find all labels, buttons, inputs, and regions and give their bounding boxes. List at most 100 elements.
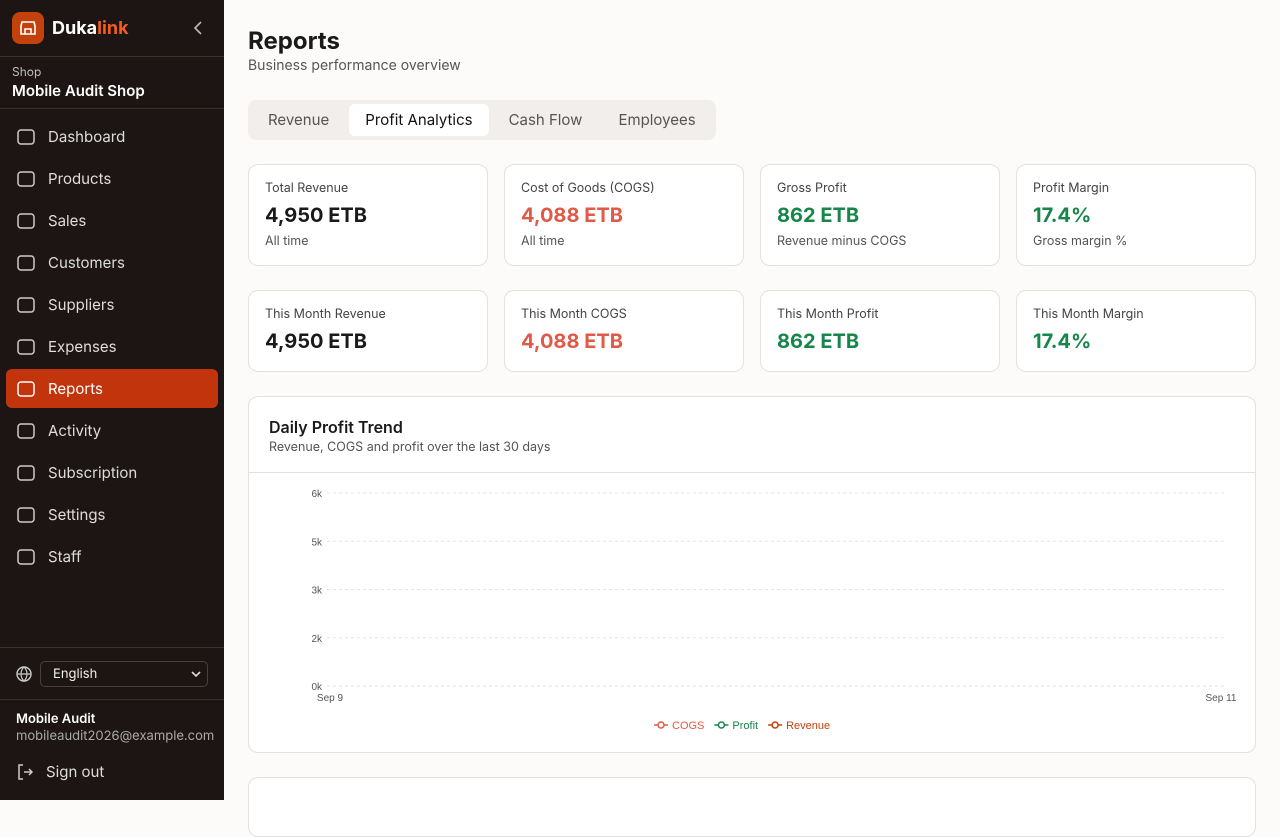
- sidebar: Dukalink Shop Mobile Audit Shop Dashboar…: [0, 0, 224, 800]
- stat-note: All time: [265, 234, 309, 249]
- brand: Dukalink: [12, 12, 129, 44]
- nav-label: Suppliers: [48, 295, 115, 314]
- legend-label: Revenue: [786, 720, 830, 732]
- stat-label: This Month COGS: [521, 307, 627, 322]
- stat-value: 4,950 ETB: [265, 203, 368, 227]
- nav-icon: [17, 170, 35, 187]
- stat-value: 17.4%: [1033, 203, 1092, 227]
- stat-label: Profit Margin: [1033, 181, 1110, 196]
- stat-card: This Month Margin 17.4%: [1016, 290, 1256, 372]
- y-tick-label: 6k: [311, 489, 323, 500]
- nav-label: Products: [48, 169, 112, 188]
- nav-item[interactable]: Products: [6, 159, 218, 198]
- legend-item: Revenue: [768, 720, 830, 732]
- nav-item[interactable]: Subscription: [6, 453, 218, 492]
- brand-first: Duka: [52, 17, 98, 39]
- stat-label: This Month Profit: [777, 307, 879, 322]
- nav-item[interactable]: Settings: [6, 495, 218, 534]
- language: English: [53, 666, 98, 682]
- logo: [12, 12, 44, 44]
- tab[interactable]: Employees: [618, 110, 696, 129]
- stat-card: Gross Profit 862 ETB Revenue minus COGS: [760, 164, 1000, 266]
- stat-card: This Month Profit 862 ETB: [760, 290, 1000, 372]
- nav-label: Customers: [48, 253, 125, 272]
- stat-note: All time: [521, 234, 565, 249]
- legend-marker: [771, 721, 779, 729]
- nav-item[interactable]: Customers: [6, 243, 218, 282]
- nav-label: Reports: [48, 379, 103, 398]
- nav-item[interactable]: Expenses: [6, 327, 218, 366]
- stat-card: Cost of Goods (COGS) 4,088 ETB All time: [504, 164, 744, 266]
- nav-icon: [17, 380, 35, 397]
- collapse[interactable]: [192, 20, 204, 36]
- stat-note: Revenue minus COGS: [777, 234, 907, 249]
- nav-label: Activity: [48, 421, 102, 440]
- page-subtitle: Business performance overview: [248, 57, 461, 74]
- stat-card: This Month COGS 4,088 ETB: [504, 290, 744, 372]
- stat-value: 862 ETB: [777, 203, 860, 227]
- legend-label: COGS: [672, 720, 704, 732]
- nav-item[interactable]: Sales: [6, 201, 218, 240]
- page-title: Reports: [248, 26, 340, 55]
- nav-icon: [17, 212, 35, 229]
- y-tick-label: 2k: [311, 634, 323, 645]
- nav-icon: [17, 296, 35, 313]
- brand-second: link: [97, 17, 129, 39]
- stat-value: 4,088 ETB: [521, 329, 623, 353]
- nav-item[interactable]: Dashboard: [6, 117, 218, 156]
- sign-out-label: Sign out: [46, 762, 105, 781]
- stat-label: Total Revenue: [265, 181, 349, 196]
- chart: 0k 2k 3k 5k 6k Sep 9 Sep 11 COGS Profit Revenue: [311, 489, 1237, 732]
- chart-card: Daily Profit Trend Revenue, COGS and pro…: [248, 396, 1256, 753]
- shop-name: Mobile Audit Shop: [12, 81, 145, 100]
- nav-item[interactable]: Activity: [6, 411, 218, 450]
- nav-label: Dashboard: [48, 127, 126, 146]
- tab[interactable]: Profit Analytics: [349, 104, 489, 136]
- tab[interactable]: Cash Flow: [508, 110, 583, 129]
- nav-label: Sales: [48, 211, 87, 230]
- nav-icon: [17, 254, 35, 271]
- stat-label: Cost of Goods (COGS): [521, 181, 655, 196]
- nav-label: Staff: [48, 547, 82, 566]
- nav-icon: [17, 464, 35, 481]
- user-email: mobileaudit2026@example.com: [16, 728, 215, 744]
- legend-label: Profit: [732, 720, 758, 732]
- sign-out[interactable]: Sign out: [6, 752, 218, 791]
- stat-note: Gross margin %: [1033, 234, 1128, 249]
- tabs: Revenue Profit Analytics Cash Flow Employee…: [248, 100, 716, 140]
- stat-label: Gross Profit: [777, 181, 847, 196]
- legend-item: COGS: [654, 720, 704, 732]
- stat-card: Total Revenue 4,950 ETB All time: [248, 164, 488, 266]
- stat-card: This Month Revenue 4,950 ETB: [248, 290, 488, 372]
- chart-subtitle: Revenue, COGS and profit over the last 3…: [269, 440, 551, 455]
- stat-label: This Month Margin: [1033, 307, 1144, 322]
- nav-label: Settings: [48, 505, 106, 524]
- stat-value: 4,950 ETB: [265, 329, 368, 353]
- stat-card: Profit Margin 17.4% Gross margin %: [1016, 164, 1256, 266]
- nav-icon: [17, 338, 35, 355]
- y-tick-label: 5k: [311, 537, 323, 548]
- legend-marker: [657, 721, 665, 729]
- nav-icon: [17, 506, 35, 523]
- chart-title: Daily Profit Trend: [269, 417, 403, 437]
- stat-value: 17.4%: [1033, 329, 1092, 353]
- nav-item[interactable]: Reports: [6, 369, 218, 408]
- legend-item: Profit: [714, 720, 758, 732]
- next-card: [248, 777, 1256, 837]
- nav-icon: [17, 422, 35, 439]
- nav-item[interactable]: Suppliers: [6, 285, 218, 324]
- user-name: Mobile Audit: [16, 711, 96, 727]
- tab[interactable]: Revenue: [268, 110, 330, 129]
- stat-value: 4,088 ETB: [521, 203, 623, 227]
- nav-label: Expenses: [48, 337, 117, 356]
- globe-icon: [16, 666, 32, 682]
- y-tick-label: 3k: [311, 586, 323, 597]
- x-tick-label: Sep 9: [317, 693, 344, 704]
- language-select[interactable]: English: [40, 661, 208, 687]
- nav-item[interactable]: Staff: [6, 537, 218, 576]
- y-tick-label: 0k: [311, 682, 323, 693]
- nav-icon: [17, 128, 35, 145]
- x-tick-label: Sep 11: [1206, 693, 1237, 704]
- nav-icon: [17, 548, 35, 565]
- stat-label: This Month Revenue: [265, 307, 386, 322]
